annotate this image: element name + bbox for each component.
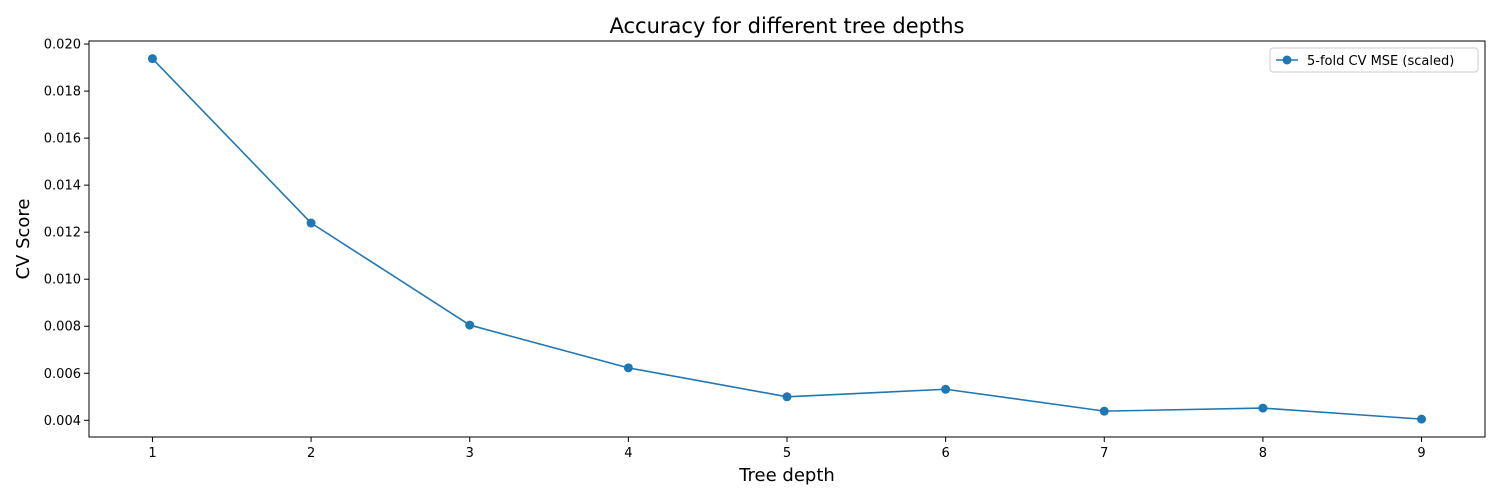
- data-point: [623, 363, 633, 373]
- y-tick-label: 0.004: [44, 414, 81, 429]
- y-tick-label: 0.010: [44, 273, 81, 288]
- y-axis-ticks: 0.004 0.006 0.008 0.010 0.012 0.014 0.016 0.018…: [44, 38, 89, 429]
- y-tick-label: 0.014: [44, 179, 81, 194]
- legend-label: 5-fold CV MSE (scaled): [1307, 54, 1454, 69]
- y-tick-label: 0.018: [44, 85, 81, 100]
- chart-title: Accuracy for different tree depths: [610, 14, 965, 38]
- legend: 5-fold CV MSE (scaled): [1269, 47, 1479, 73]
- y-axis-label: CV Score: [13, 198, 34, 279]
- x-tick-label: 1: [148, 446, 156, 461]
- y-tick-label: 0.016: [44, 132, 81, 147]
- y-tick-label: 0.012: [44, 226, 81, 241]
- x-tick-label: 4: [624, 446, 632, 461]
- y-tick-label: 0.006: [44, 367, 81, 382]
- x-tick-label: 9: [1417, 446, 1425, 461]
- data-point: [1417, 414, 1427, 424]
- plot-area-frame: [88, 40, 1486, 438]
- y-tick-label: 0.008: [44, 320, 81, 335]
- data-point: [465, 320, 475, 330]
- x-tick-label: 6: [941, 446, 949, 461]
- data-point: [941, 384, 951, 394]
- x-axis-ticks: 1 2 3 4 5 6 7 8 9: [148, 437, 1426, 461]
- data-point: [147, 54, 157, 64]
- x-tick-label: 8: [1259, 446, 1267, 461]
- series-line: [151, 58, 1422, 420]
- x-axis-label: Tree depth: [738, 465, 835, 486]
- legend-box: [1269, 47, 1479, 73]
- x-tick-label: 2: [307, 446, 315, 461]
- x-tick-label: 3: [466, 446, 474, 461]
- data-point: [1258, 403, 1268, 413]
- data-point: [1099, 406, 1109, 416]
- data-point: [306, 218, 316, 228]
- series-layer: [147, 54, 1427, 424]
- x-tick-label: 5: [783, 446, 791, 461]
- data-point: [782, 392, 792, 402]
- legend-marker-swatch: [1282, 55, 1292, 65]
- y-tick-label: 0.020: [44, 38, 81, 53]
- x-tick-label: 7: [1100, 446, 1108, 461]
